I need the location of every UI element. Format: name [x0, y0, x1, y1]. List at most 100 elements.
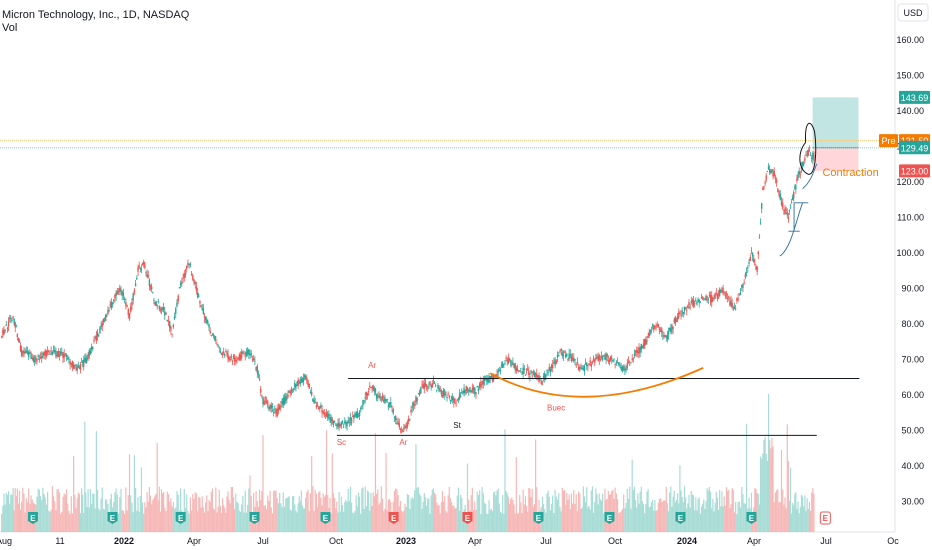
candle-body — [84, 358, 86, 363]
candle-body — [127, 309, 130, 316]
volume-bars — [1, 393, 815, 532]
candle-body — [812, 153, 814, 160]
candle-body — [604, 357, 606, 360]
volume-bar — [298, 496, 300, 532]
candle-body — [591, 361, 594, 363]
volume-bar — [7, 491, 10, 532]
candle-body — [563, 351, 566, 353]
volume-bar — [679, 465, 681, 532]
volume-bar — [340, 496, 342, 532]
candle-body — [23, 350, 25, 355]
volume-bar — [154, 495, 156, 532]
volume-bar — [498, 503, 500, 532]
volume-bar — [39, 496, 42, 532]
candle-body — [255, 366, 257, 371]
candle-body — [184, 272, 187, 276]
candle-body — [464, 390, 466, 394]
candle-body — [607, 360, 610, 362]
volume-bar — [507, 496, 509, 532]
candle-body — [477, 389, 480, 392]
candle-body — [674, 317, 677, 324]
volume-bar — [736, 513, 738, 532]
candle-body — [370, 386, 372, 388]
volume-bar — [586, 487, 588, 532]
volume-bar — [618, 513, 620, 532]
volume-bar — [805, 510, 807, 532]
candle-body — [132, 293, 134, 301]
volume-bar — [771, 437, 773, 532]
candle-body — [594, 360, 596, 363]
time-tick-label: Jul — [540, 536, 552, 546]
candle-body — [380, 398, 383, 400]
earnings-marker — [819, 511, 831, 525]
candle-body — [665, 335, 667, 338]
volume-bar — [285, 498, 287, 532]
candle-body — [155, 301, 157, 306]
time-tick-label: Aug — [0, 536, 12, 546]
candle-body — [239, 355, 242, 360]
volume-bar — [548, 496, 550, 532]
volume-bar — [51, 486, 53, 532]
candle-body — [404, 426, 406, 429]
candle-body — [291, 392, 294, 393]
volume-bar — [75, 507, 77, 532]
candle-body — [542, 375, 545, 379]
volume-bar — [503, 513, 505, 532]
volume-bar — [719, 489, 721, 532]
candle-body — [19, 345, 22, 351]
volume-bar — [309, 493, 312, 532]
volume-bar — [720, 506, 722, 532]
candle-body — [301, 379, 304, 383]
candle-body — [378, 394, 380, 397]
candle-body — [642, 343, 645, 349]
candle-body — [315, 405, 318, 408]
volume-bar — [494, 491, 496, 532]
volume-bar — [807, 509, 809, 532]
candle-body — [582, 368, 585, 370]
candle-body — [314, 402, 316, 403]
candle-body — [56, 355, 58, 357]
candle-body — [45, 351, 48, 357]
volume-bar — [343, 511, 345, 532]
candle-body — [95, 335, 98, 341]
candle-body — [428, 386, 430, 388]
volume-bar — [65, 489, 68, 532]
candle-body — [688, 302, 690, 305]
volume-bar — [585, 502, 587, 532]
volume-bar — [344, 501, 346, 532]
volume-bar — [528, 488, 530, 532]
volume-bar — [101, 487, 103, 532]
candle-body — [489, 376, 491, 379]
candle-body — [528, 370, 530, 375]
volume-bar — [561, 487, 563, 532]
volume-bar — [729, 507, 731, 532]
volume-bar — [26, 502, 29, 532]
candle-body — [26, 351, 29, 354]
candle-body — [456, 399, 458, 401]
candle-body — [768, 169, 771, 173]
volume-bar — [228, 499, 230, 532]
candle-body — [201, 307, 203, 310]
volume-bar — [232, 497, 235, 532]
candle-body — [258, 379, 261, 380]
volume-bar — [273, 491, 275, 532]
candle-body — [377, 395, 379, 397]
volume-bar — [357, 492, 360, 532]
volume-bar — [15, 495, 17, 532]
price-tick-label: 90.00 — [901, 284, 924, 294]
candle-body — [372, 385, 374, 390]
candle-body — [369, 386, 371, 387]
candle-body — [207, 322, 209, 323]
candle-body — [175, 308, 177, 314]
candle-body — [654, 326, 656, 328]
candle-body — [574, 359, 576, 361]
volume-bar — [283, 506, 286, 532]
time-axis: Aug 11 2022 Apr Jul Oct 2023 Apr Jul Oct 2024 Apr Ju… — [0, 536, 899, 546]
candle-body — [31, 357, 33, 360]
candle-body — [730, 300, 732, 306]
candle-body — [282, 398, 284, 406]
candle-body — [177, 295, 179, 302]
volume-bar — [430, 495, 432, 532]
volume-bar — [225, 512, 227, 532]
